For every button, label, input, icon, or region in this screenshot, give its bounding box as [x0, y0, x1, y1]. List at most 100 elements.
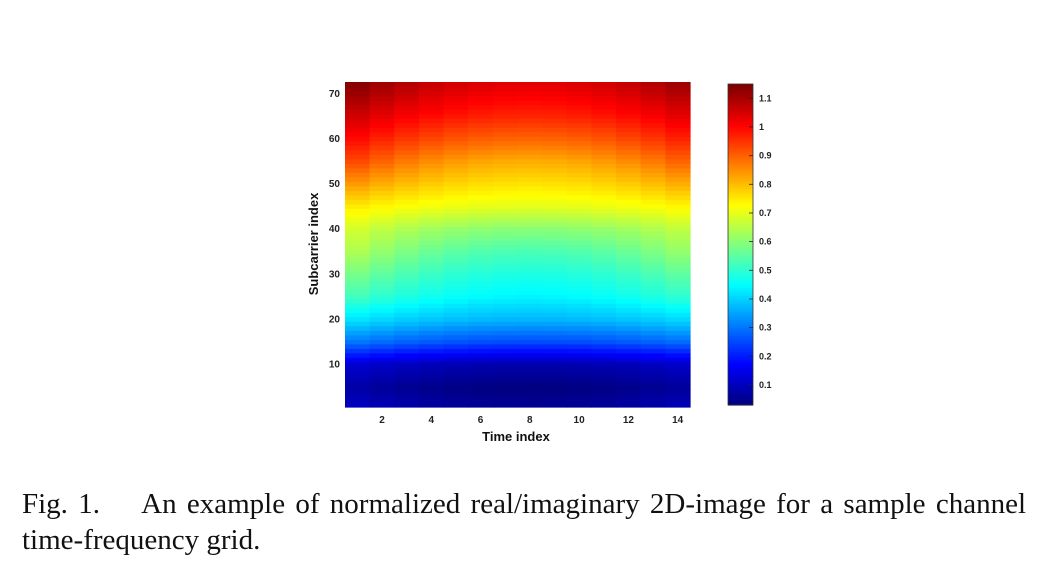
heatmap-cell: [616, 158, 642, 164]
heatmap-cell: [468, 95, 494, 101]
heatmap-cell: [345, 384, 371, 390]
heatmap-cell: [443, 230, 469, 237]
colorbar-segment: [728, 391, 753, 395]
heatmap-cell: [418, 235, 445, 241]
heatmap-cell: [542, 262, 568, 268]
heatmap-cell: [394, 370, 420, 376]
heatmap-cell: [566, 361, 593, 367]
heatmap-cell: [517, 262, 543, 268]
heatmap-cell: [542, 104, 568, 110]
heatmap-cell: [665, 235, 691, 241]
heatmap-cell: [591, 298, 617, 304]
heatmap-cell: [492, 91, 519, 97]
heatmap-cell: [517, 348, 543, 354]
heatmap-cell: [517, 163, 543, 169]
heatmap-cell: [418, 185, 445, 191]
heatmap-cell: [616, 294, 642, 300]
heatmap-cell: [616, 253, 642, 259]
heatmap-cell: [591, 366, 617, 372]
heatmap-cell: [468, 249, 494, 255]
heatmap-cell: [492, 104, 519, 110]
heatmap-cell: [542, 249, 568, 255]
heatmap-cell: [443, 167, 469, 173]
heatmap-cell: [394, 100, 420, 106]
heatmap-cell: [418, 339, 445, 345]
heatmap-cell: [665, 285, 691, 291]
y-tick-label: 50: [329, 179, 341, 190]
heatmap-cell: [394, 271, 420, 277]
heatmap-cell: [517, 86, 543, 92]
heatmap-cell: [591, 154, 617, 160]
heatmap-cell: [492, 321, 519, 327]
heatmap-cell: [640, 334, 666, 340]
heatmap-cell: [394, 244, 420, 250]
heatmap-cell: [443, 208, 469, 214]
heatmap-cell: [418, 388, 445, 395]
heatmap-cell: [542, 402, 568, 408]
heatmap-cell: [517, 379, 543, 386]
heatmap-cell: [517, 113, 543, 119]
heatmap-cell: [369, 127, 395, 133]
colorbar-tick-label: 0.6: [759, 237, 772, 247]
heatmap-cell: [665, 95, 691, 101]
heatmap-cell: [566, 91, 593, 97]
heatmap-cell: [542, 122, 568, 128]
heatmap-cell: [492, 82, 519, 88]
heatmap-cell: [665, 140, 691, 146]
heatmap-cell: [345, 217, 371, 223]
heatmap-cell: [640, 348, 666, 354]
heatmap-cell: [468, 100, 494, 106]
colorbar-segment: [728, 161, 753, 165]
heatmap-cell: [542, 131, 568, 137]
heatmap-cell: [492, 357, 519, 363]
heatmap-cell: [443, 276, 469, 282]
heatmap-cell: [345, 172, 371, 178]
heatmap-cell: [369, 397, 395, 404]
heatmap-cell: [345, 190, 371, 196]
heatmap-cell: [369, 375, 395, 381]
colorbar-segment: [728, 273, 753, 278]
heatmap-cell: [418, 316, 445, 322]
heatmap-cell: [616, 122, 642, 128]
colorbar-segment: [728, 92, 753, 96]
colorbar-segment: [728, 338, 753, 342]
heatmap-cell: [566, 190, 593, 196]
heatmap-cell: [566, 127, 593, 133]
heatmap-cell: [542, 330, 568, 336]
heatmap-cell: [591, 244, 617, 250]
heatmap-cell: [542, 280, 568, 286]
heatmap-cell: [394, 325, 420, 331]
heatmap-cell: [517, 176, 543, 182]
heatmap-cell: [492, 348, 519, 354]
heatmap-cell: [591, 303, 617, 309]
colorbar-segment: [728, 124, 753, 128]
heatmap-cell: [640, 339, 666, 345]
heatmap-cell: [542, 298, 568, 304]
x-tick-label: 2: [379, 415, 385, 426]
heatmap-cell: [443, 334, 469, 340]
heatmap-cell: [665, 109, 691, 115]
heatmap-cell: [517, 393, 543, 399]
heatmap-cell: [665, 122, 691, 128]
heatmap-cell: [665, 393, 691, 399]
heatmap-cell: [369, 276, 395, 282]
heatmap-cell: [517, 194, 543, 200]
heatmap-cell: [616, 316, 642, 322]
heatmap-cell: [517, 321, 543, 327]
colorbar-segment: [728, 252, 753, 256]
colorbar-segment: [728, 86, 753, 90]
heatmap-cell: [492, 289, 519, 295]
heatmap-cell: [418, 100, 445, 106]
colorbar-segment: [728, 191, 753, 195]
heatmap-cell: [394, 303, 420, 309]
heatmap-cell: [369, 312, 395, 318]
heatmap-cell: [591, 113, 617, 119]
heatmap-cell: [517, 149, 543, 155]
heatmap-cell: [492, 397, 519, 404]
heatmap-cell: [443, 271, 469, 277]
heatmap-cell: [369, 235, 395, 241]
colorbar-segment: [728, 311, 753, 315]
heatmap-cell: [640, 176, 666, 182]
heatmap-cell: [566, 352, 593, 358]
heatmap-cell: [394, 276, 420, 282]
